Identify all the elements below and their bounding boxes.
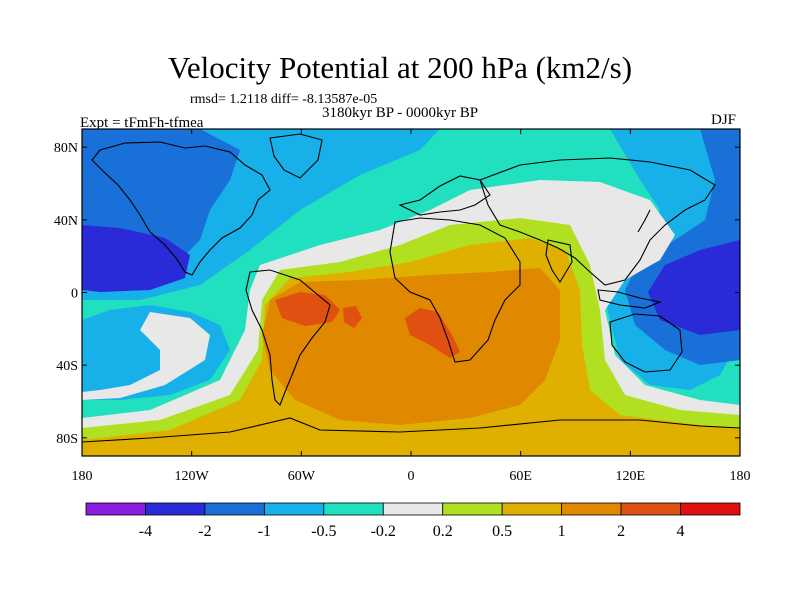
colorbar-swatch (204, 502, 265, 516)
x-tick-label: 180 (72, 469, 93, 484)
contour-band--4 (648, 240, 740, 335)
colorbar-label: 1 (558, 523, 566, 540)
coastline-layer (82, 133, 740, 443)
colorbar-label: 4 (677, 523, 685, 540)
colorbar-label: 0.5 (492, 523, 512, 540)
colorbar-label: -2 (198, 523, 211, 540)
coastline-india (545, 239, 573, 284)
contour-band-4 (405, 308, 460, 358)
y-tick-label: 80N (54, 141, 78, 156)
colorbar-swatch (442, 502, 503, 516)
coastline-japan (637, 209, 651, 233)
x-tick-label: 180 (730, 469, 751, 484)
colorbar-swatch (680, 502, 741, 516)
y-tick-label: 40N (54, 214, 78, 229)
colorbar: -4 -2 -1 -0.5 -0.2 0.2 0.5 1 2 4 (85, 502, 741, 540)
period-label: 3180kyr BP - 0000kyr BP (322, 105, 479, 121)
colorbar-swatch (323, 502, 384, 516)
axis-ticks: 180 120W 60W 0 60E 120E 180 80N 40N 0 40S 80S (54, 129, 751, 484)
figure-title: Velocity Potential at 200 hPa (km2/s) (167, 50, 633, 85)
y-tick-label: 80S (56, 432, 78, 447)
colorbar-swatch (501, 502, 563, 516)
colorbar-label: -0.5 (311, 523, 336, 540)
x-tick-label: 60W (288, 469, 316, 484)
coastline-australia (609, 313, 683, 373)
x-tick-label: 120E (616, 469, 646, 484)
colorbar-swatch (382, 502, 444, 516)
x-tick-label: 120W (175, 469, 210, 484)
contour-band-4 (343, 306, 362, 328)
y-tick-label: 0 (71, 287, 78, 302)
season-label: DJF (711, 112, 737, 128)
coastline-antarctica (82, 417, 740, 443)
contour-band-0 (82, 312, 210, 400)
contour-band-2 (262, 268, 560, 425)
coastline-south-america (245, 269, 331, 406)
coastline-asia (479, 157, 716, 286)
coastline-africa (389, 217, 521, 363)
contour-band--4 (82, 225, 190, 292)
coastline-greenland (269, 133, 323, 179)
colorbar-label: -1 (258, 523, 271, 540)
x-tick-label: 0 (408, 469, 415, 484)
colorbar-label: -0.2 (371, 523, 396, 540)
colorbar-swatch (561, 502, 622, 516)
colorbar-swatch (620, 502, 681, 516)
coastline-north-america (91, 141, 271, 276)
colorbar-swatch (263, 502, 325, 516)
colorbar-label: -4 (139, 523, 152, 540)
colorbar-label: 0.2 (433, 523, 453, 540)
colorbar-swatch (145, 502, 206, 516)
colorbar-swatch (85, 502, 146, 516)
stats-label: rmsd= 1.2118 diff= -8.13587e-05 (190, 92, 378, 107)
y-tick-label: 40S (56, 359, 78, 374)
colorbar-label: 2 (617, 523, 625, 540)
x-tick-label: 60E (509, 469, 532, 484)
coastline-europe (398, 175, 491, 216)
coastline-maritime-continent (597, 289, 662, 309)
experiment-label: Expt = tFmFh-tfmea (80, 115, 204, 131)
